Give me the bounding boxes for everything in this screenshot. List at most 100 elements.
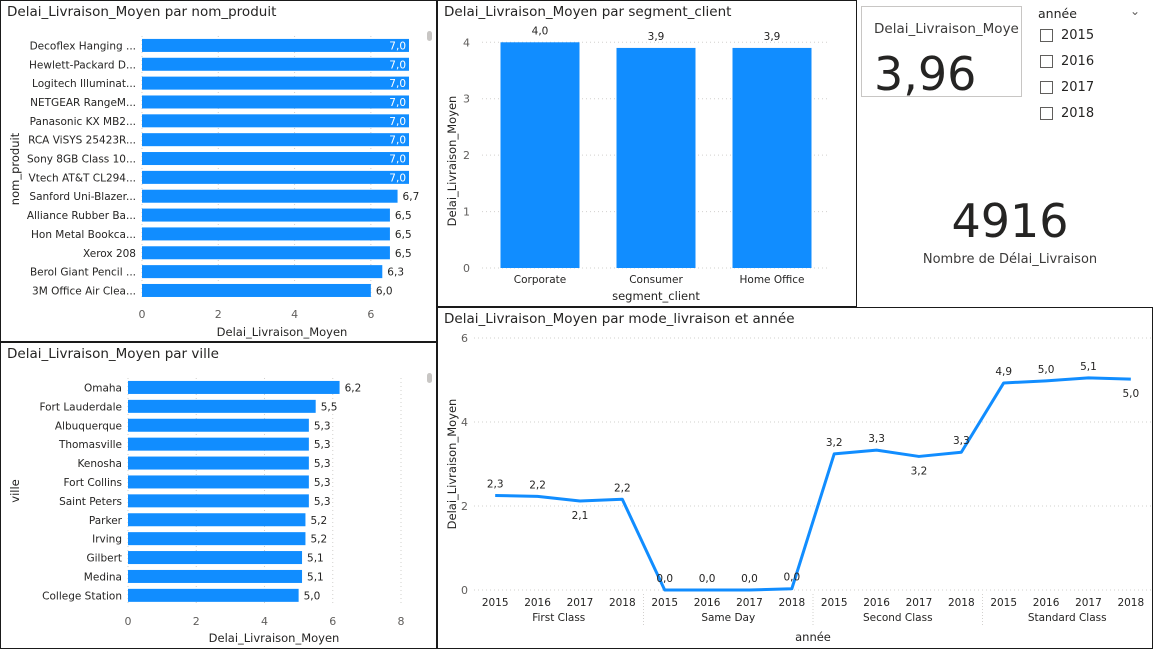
bar-chart-segment: 0 1 2 3 4 4,0 Corporate 3,9 Consumer 3,9 Home Offi… <box>445 25 830 303</box>
bar-chart-ville: 0 2 4 6 8 Omaha 6,2 Fort Lauderdale 5,5 Albuquerq… <box>8 378 405 645</box>
scrollbar-ville[interactable] <box>427 373 432 383</box>
bar-ville <box>128 399 316 413</box>
bar-produit <box>142 246 390 260</box>
data-label-segment: 3,9 <box>648 31 665 43</box>
data-label-mode: 0,0 <box>699 573 716 585</box>
checkbox-icon[interactable] <box>1040 29 1053 42</box>
x-tick-label-year: 2016 <box>694 597 721 609</box>
x-tick-label-year: 2017 <box>736 597 763 609</box>
y-axis-title-produit: nom_produit <box>8 132 22 205</box>
bar-produit <box>142 208 390 222</box>
checkbox-icon[interactable] <box>1040 55 1053 68</box>
data-label-mode: 2,2 <box>614 482 631 494</box>
x-tick-label-produit: 4 <box>291 308 298 321</box>
bar-produit <box>142 189 398 203</box>
data-label-produit: 7,0 <box>389 172 406 184</box>
bar-chart-produit: 0 2 4 6 Decoflex Hanging ... 7,0 Hewlett-Packa… <box>8 36 419 339</box>
bar-ville <box>128 437 309 451</box>
data-label-ville: 5,1 <box>307 553 324 565</box>
x-tick-label-year: 2015 <box>990 597 1017 609</box>
checkbox-icon[interactable] <box>1040 81 1053 94</box>
kpi-card-average[interactable]: Delai_Livraison_Moyen 3,96 <box>861 6 1022 101</box>
group-label-mode: Second Class <box>863 612 933 624</box>
data-label-mode: 2,3 <box>487 479 504 491</box>
bar-produit <box>142 38 409 52</box>
category-label-ville: Parker <box>89 515 123 527</box>
category-label-ville: Saint Peters <box>59 496 122 508</box>
category-label-ville: Gilbert <box>86 553 122 565</box>
bar-ville <box>128 513 306 527</box>
x-tick-label-ville: 4 <box>261 615 268 628</box>
slicer-item-2017[interactable]: 2017 <box>1040 80 1094 95</box>
bar-ville <box>128 532 306 546</box>
bar-ville <box>128 551 303 565</box>
chevron-down-icon[interactable]: ⌄ <box>1130 4 1141 18</box>
x-tick-label-ville: 8 <box>398 615 405 628</box>
x-tick-label-ville: 2 <box>193 615 200 628</box>
chart-panel-ville[interactable]: Delai_Livraison_Moyen par ville 0 2 4 6 8 Oma… <box>0 342 437 649</box>
slicer-item-2016[interactable]: 2016 <box>1040 54 1094 69</box>
category-label-ville: Fort Collins <box>64 477 123 489</box>
category-label-produit: Panasonic KX MB2... <box>30 116 136 128</box>
chart-panel-produit[interactable]: Delai_Livraison_Moyen par nom_produit 0 2… <box>0 0 437 342</box>
data-label-produit: 6,5 <box>395 248 412 260</box>
group-label-mode: First Class <box>532 612 585 624</box>
x-tick-label-year: 2018 <box>778 597 805 609</box>
x-tick-label-produit: 0 <box>139 308 146 321</box>
slicer-title: année <box>1038 6 1077 21</box>
y-axis-title-segment: Delai_Livraison_Moyen <box>445 96 459 227</box>
bar-segment <box>732 47 812 268</box>
category-label-ville: Fort Lauderdale <box>39 401 122 413</box>
bar-produit <box>142 152 409 166</box>
line-chart-mode: 0 2 4 6 2,3 2015 2,2 2016 2,1 2017 2,2 2018 0,0 2015 0… <box>445 332 1152 644</box>
category-label-produit: Xerox 208 <box>83 248 136 260</box>
bar-ville <box>128 380 340 394</box>
y-tick-label-mode: 4 <box>461 416 468 429</box>
x-tick-label-year: 2017 <box>567 597 594 609</box>
bar-ville <box>128 569 303 583</box>
bar-produit <box>142 57 409 71</box>
bar-ville <box>128 588 299 602</box>
y-tick-label-mode: 2 <box>461 500 468 513</box>
category-label-produit: NETGEAR RangeM... <box>30 97 136 109</box>
data-label-produit: 6,3 <box>387 267 404 279</box>
bar-produit <box>142 227 390 241</box>
data-label-mode: 3,3 <box>868 433 885 445</box>
kpi-card-label: Delai_Livraison_Moyen <box>874 21 1020 37</box>
bar-segment <box>616 47 696 268</box>
y-tick-label-segment: 2 <box>463 149 470 162</box>
category-label-produit: Logitech Illuminat... <box>32 78 136 90</box>
y-tick-label-mode: 0 <box>461 584 468 597</box>
bar-ville <box>128 475 309 489</box>
x-tick-label-year: 2018 <box>1117 597 1144 609</box>
chart-title-ville: Delai_Livraison_Moyen par ville <box>7 346 219 362</box>
data-label-mode: 0,0 <box>741 573 758 585</box>
data-label-mode: 3,3 <box>953 435 970 447</box>
chart-panel-mode[interactable]: Delai_Livraison_Moyen par mode_livraison… <box>437 307 1153 649</box>
slicer-item-2018[interactable]: 2018 <box>1040 106 1094 121</box>
data-label-ville: 5,3 <box>314 458 331 470</box>
y-tick-label-segment: 1 <box>463 206 470 219</box>
data-label-produit: 7,0 <box>389 154 406 166</box>
data-label-produit: 6,5 <box>395 229 412 241</box>
slicer-item-2015[interactable]: 2015 <box>1040 28 1094 43</box>
data-label-mode: 4,9 <box>995 366 1012 378</box>
category-label-segment: Corporate <box>514 274 567 286</box>
chart-title-segment: Delai_Livraison_Moyen par segment_client <box>444 4 732 20</box>
data-label-ville: 5,3 <box>314 439 331 451</box>
data-label-mode: 2,2 <box>529 479 546 491</box>
bar-ville <box>128 494 309 508</box>
bar-produit <box>142 76 409 90</box>
data-label-mode: 5,0 <box>1122 388 1139 400</box>
bar-produit <box>142 95 409 109</box>
kpi-card-value: 3,96 <box>874 47 977 101</box>
scrollbar-produit[interactable] <box>427 31 432 41</box>
chart-panel-segment[interactable]: Delai_Livraison_Moyen par segment_client… <box>437 0 857 307</box>
category-label-produit: Decoflex Hanging ... <box>30 40 136 52</box>
y-tick-label-segment: 4 <box>463 36 470 49</box>
x-axis-title-segment: segment_client <box>612 289 700 303</box>
data-label-ville: 5,3 <box>314 477 331 489</box>
y-tick-label-segment: 3 <box>463 93 470 106</box>
category-label-segment: Home Office <box>740 274 805 286</box>
checkbox-icon[interactable] <box>1040 107 1053 120</box>
